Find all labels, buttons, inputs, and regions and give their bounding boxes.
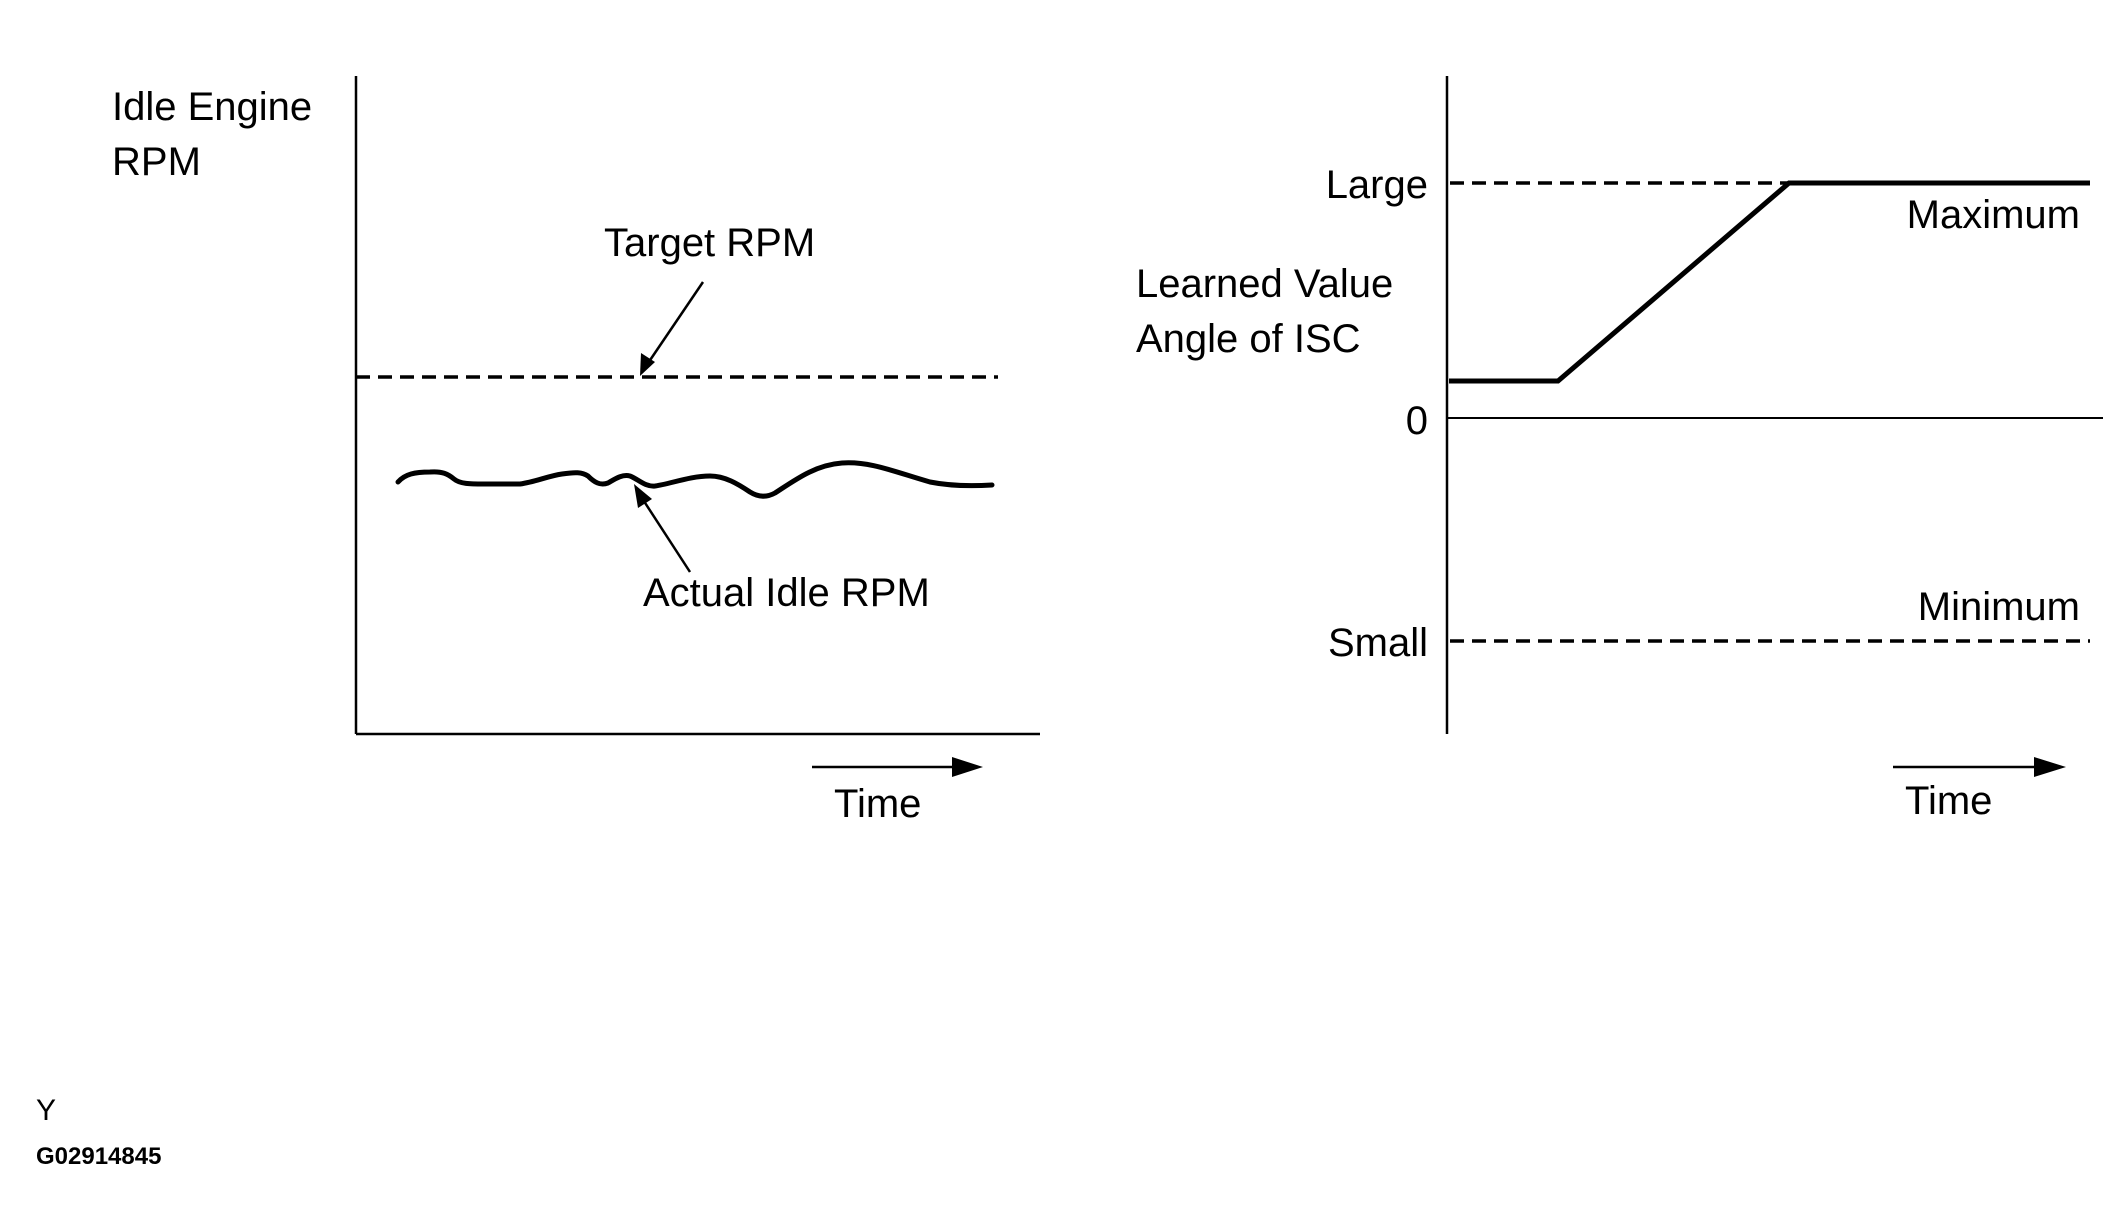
left-ylabel-line1: Idle Engine bbox=[112, 85, 312, 129]
learned-value-trace bbox=[1449, 180, 2090, 384]
right-ylabel-line2: Angle of ISC bbox=[1136, 317, 1361, 361]
tick-small: Small bbox=[1328, 621, 1428, 665]
tick-zero: 0 bbox=[1406, 399, 1428, 443]
right-ylabel-line1: Learned Value bbox=[1136, 262, 1393, 306]
actual-idle-rpm-arrow bbox=[636, 491, 692, 573]
maximum-label: Maximum bbox=[1907, 193, 2080, 237]
target-rpm-arrow bbox=[640, 281, 705, 373]
tick-large: Large bbox=[1326, 163, 1428, 207]
actual-idle-rpm-label: Actual Idle RPM bbox=[643, 571, 930, 615]
right-chart: Large 0 Small Learned Value Angle of ISC… bbox=[1136, 76, 2103, 823]
actual-idle-rpm-curve bbox=[395, 460, 995, 499]
target-rpm-arrowhead bbox=[640, 353, 655, 376]
figure-code: G02914845 bbox=[36, 1143, 161, 1170]
footer-mark: Y bbox=[36, 1094, 56, 1127]
minimum-label: Minimum bbox=[1918, 585, 2080, 629]
left-xlabel: Time bbox=[834, 782, 921, 826]
left-time-arrowhead bbox=[952, 757, 983, 777]
target-rpm-label: Target RPM bbox=[604, 221, 815, 265]
right-xlabel: Time bbox=[1905, 779, 1992, 823]
actual-idle-rpm-arrowhead bbox=[634, 484, 652, 508]
left-chart: Idle Engine RPM Target RPM Actual Idle R… bbox=[112, 76, 1040, 826]
left-ylabel-line2: RPM bbox=[112, 140, 201, 184]
right-time-arrowhead bbox=[2034, 757, 2066, 777]
